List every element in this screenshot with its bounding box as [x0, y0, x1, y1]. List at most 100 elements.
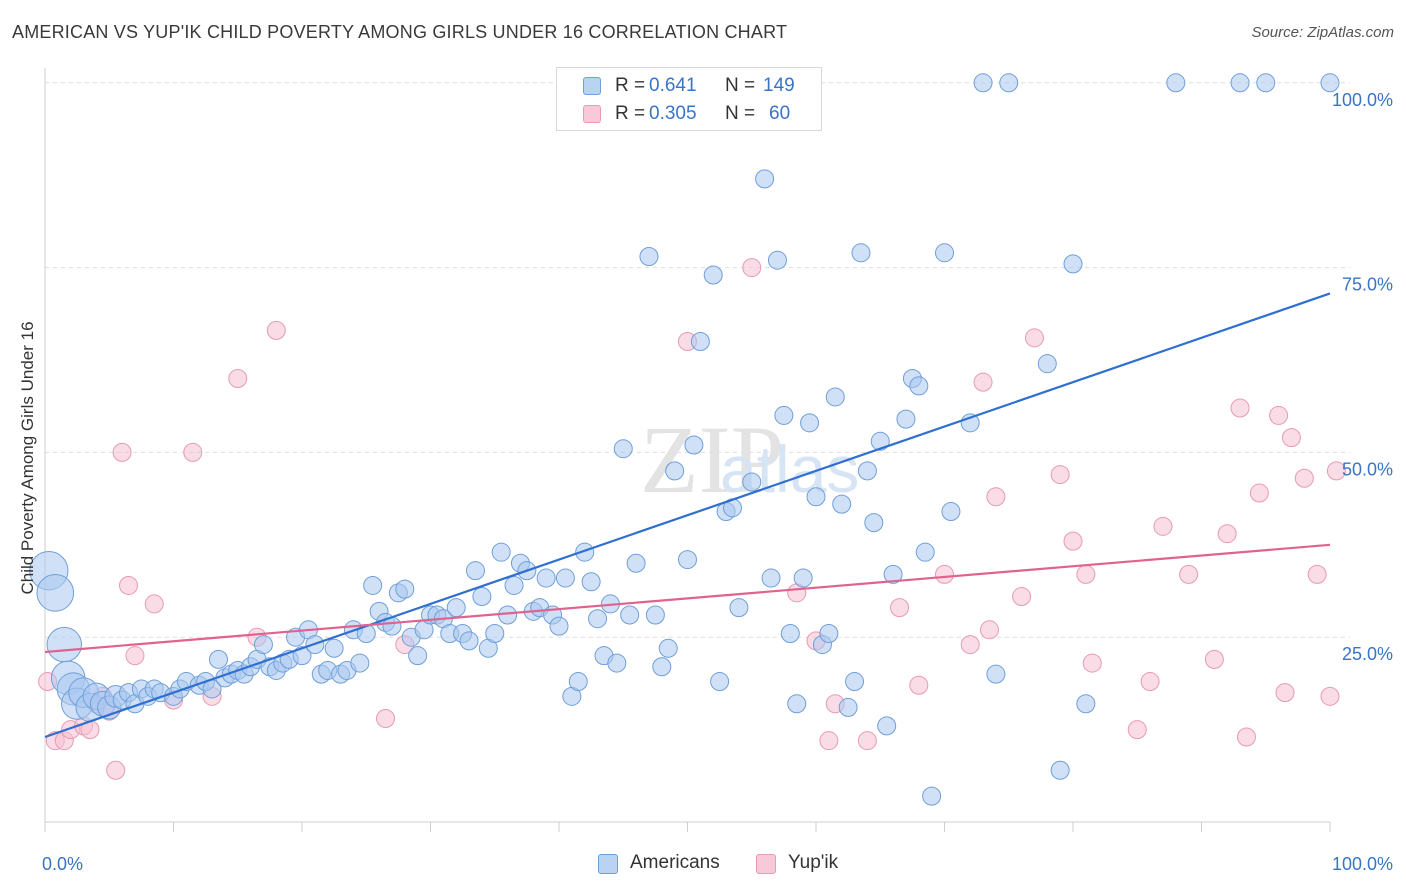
- yupik-point: [973, 372, 993, 392]
- yupik-point: [1236, 727, 1256, 747]
- americans-point: [36, 574, 75, 612]
- americans-point: [581, 572, 601, 592]
- yupik-point: [909, 675, 929, 695]
- yupik-point: [1076, 564, 1096, 584]
- yupik-point: [119, 575, 139, 595]
- yupik-point: [1230, 398, 1250, 418]
- americans-point: [857, 461, 877, 481]
- americans-point: [549, 616, 569, 636]
- americans-point: [459, 631, 479, 651]
- yupik-point: [742, 258, 762, 278]
- americans-point: [710, 672, 730, 692]
- yupik-point: [979, 620, 999, 640]
- chart-title: AMERICAN VS YUP'IK CHILD POVERTY AMONG G…: [12, 22, 788, 42]
- americans-point: [999, 73, 1019, 93]
- yupik-point: [266, 320, 286, 340]
- legend-row-americans: R = 0.641 N = 149: [557, 72, 821, 100]
- r-value: 0.641: [649, 75, 697, 96]
- americans-point: [465, 561, 485, 581]
- yupik-point: [144, 594, 164, 614]
- americans-point: [504, 575, 524, 595]
- americans-point: [658, 638, 678, 658]
- americans-point: [767, 250, 787, 270]
- yupik-point: [890, 598, 910, 618]
- americans-point: [973, 73, 993, 93]
- americans-point: [46, 626, 82, 663]
- americans-point: [845, 672, 865, 692]
- americans-point: [485, 624, 505, 643]
- americans-point: [755, 169, 775, 189]
- n-label: N =: [725, 103, 756, 124]
- yupik-point: [857, 731, 877, 751]
- americans-point: [1166, 73, 1186, 93]
- r-value: 0.305: [649, 103, 697, 124]
- y-tick-label: 50.0%: [1342, 459, 1393, 479]
- yupik-point: [183, 442, 203, 462]
- americans-point: [922, 786, 942, 806]
- americans-legend-swatch: [598, 854, 618, 874]
- americans-point: [253, 635, 273, 655]
- yupik-point: [1217, 524, 1237, 544]
- americans-point: [568, 672, 588, 692]
- yupik-point: [1082, 653, 1102, 673]
- yupik-point: [1140, 672, 1160, 692]
- americans-swatch: [583, 77, 601, 95]
- americans-point: [793, 568, 813, 588]
- americans-point: [536, 568, 556, 588]
- americans-point: [941, 502, 961, 522]
- yupik-point: [1012, 587, 1032, 607]
- americans-point: [877, 716, 897, 736]
- yupik-point: [1063, 531, 1083, 551]
- source-label: Source: ZipAtlas.com: [1251, 24, 1394, 41]
- americans-point: [986, 664, 1006, 684]
- americans-point: [806, 487, 826, 507]
- yupik-point: [935, 564, 954, 584]
- legend-row-yupik: R = 0.305 N = 60: [557, 100, 821, 128]
- americans-point: [909, 376, 929, 396]
- yupik-point: [376, 709, 396, 729]
- americans-point: [703, 265, 723, 285]
- yupik-point: [1127, 720, 1147, 740]
- stats-legend: R = 0.641 N = 149 R = 0.305 N = 60: [556, 67, 822, 131]
- americans-point: [491, 542, 511, 562]
- x-tick-label: 100.0%: [1332, 854, 1393, 874]
- americans-point: [787, 694, 807, 714]
- yupik-point: [960, 635, 980, 655]
- americans-point: [607, 653, 627, 673]
- americans-point: [684, 435, 704, 455]
- axes: [44, 68, 1331, 832]
- americans-point: [208, 649, 228, 669]
- n-label: N =: [725, 75, 756, 96]
- americans-point: [825, 387, 845, 407]
- yupik-point: [1024, 328, 1044, 348]
- tick-labels: 25.0% 50.0% 75.0% 100.0% 0.0% 100.0%: [42, 90, 1393, 874]
- n-value: 60: [769, 103, 791, 124]
- r-label: R =: [615, 103, 646, 124]
- americans-point: [1230, 73, 1250, 93]
- americans-point: [620, 605, 640, 625]
- americans-point: [1063, 254, 1083, 274]
- americans-point: [1256, 73, 1276, 93]
- americans-point: [761, 568, 781, 588]
- americans-point: [838, 697, 858, 717]
- americans-point: [1320, 73, 1340, 93]
- y-tick-label: 25.0%: [1342, 644, 1393, 664]
- americans-point: [472, 587, 492, 607]
- trend-lines: [44, 292, 1331, 739]
- yupik-point: [819, 731, 839, 751]
- americans-point: [870, 431, 890, 451]
- americans-trend-line: [44, 292, 1331, 739]
- americans-point: [645, 605, 665, 625]
- y-tick-label: 100.0%: [1332, 90, 1393, 110]
- americans-point: [613, 439, 633, 459]
- americans-point: [742, 472, 762, 492]
- americans-point: [1076, 694, 1096, 714]
- n-value: 149: [763, 75, 795, 96]
- americans-point: [324, 638, 344, 658]
- x-tick-label: 0.0%: [42, 854, 83, 874]
- yupik-point: [1281, 428, 1301, 448]
- grid-lines: [45, 82, 1350, 638]
- r-label: R =: [615, 75, 646, 96]
- americans-point: [800, 413, 820, 433]
